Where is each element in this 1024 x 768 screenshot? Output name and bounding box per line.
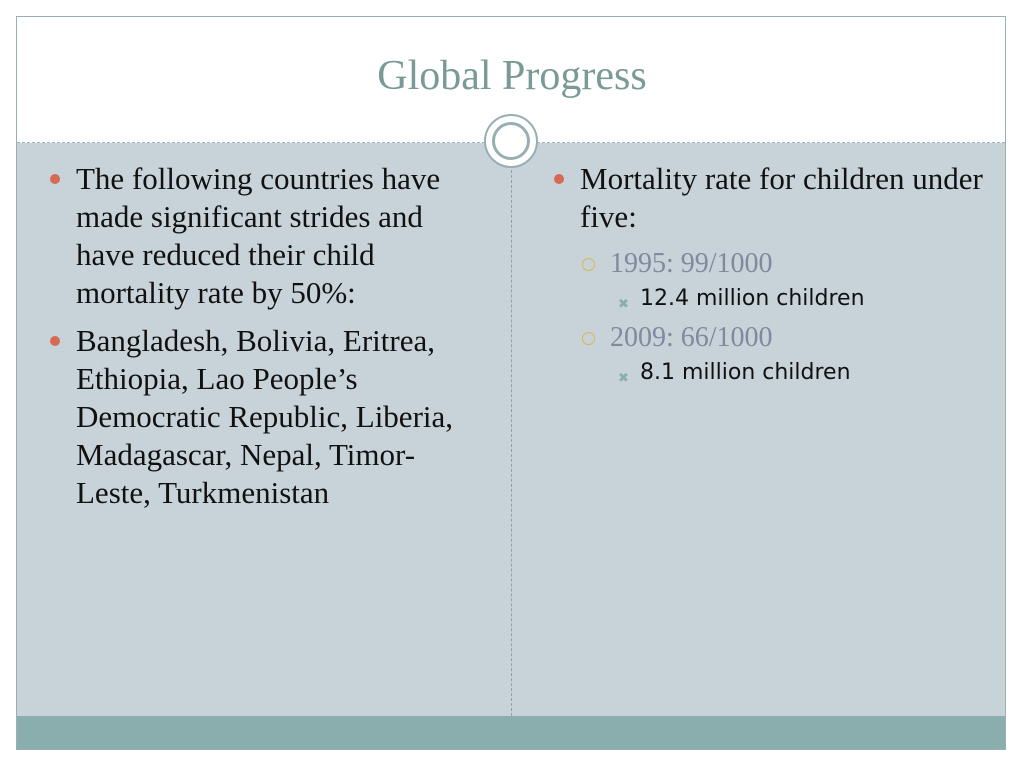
sub-bullet-item: 1995: 99/1000 — [552, 246, 992, 282]
bullet-item: Bangladesh, Bolivia, Eritrea, Ethiopia, … — [48, 322, 488, 512]
hollow-circle-bullet-icon — [582, 258, 595, 271]
bullet-item: The following countries have made signif… — [48, 160, 488, 312]
bullet-text: Mortality rate for children under five: — [580, 161, 983, 234]
right-column: Mortality rate for children under five: … — [552, 160, 992, 388]
sub-bullet-item: 2009: 66/1000 — [552, 320, 992, 356]
detail-item: ✖ 12.4 million children — [552, 284, 992, 314]
detail-text: 8.1 million children — [640, 360, 851, 385]
column-divider — [511, 170, 512, 716]
sub-bullet-text: 2009: 66/1000 — [610, 322, 773, 353]
double-ring-ornament-icon — [484, 114, 538, 168]
sub-bullet-text: 1995: 99/1000 — [610, 248, 773, 279]
detail-text: 12.4 million children — [640, 286, 865, 311]
detail-item: ✖ 8.1 million children — [552, 358, 992, 388]
slide-title: Global Progress — [377, 53, 647, 99]
bullet-item: Mortality rate for children under five: — [552, 160, 992, 236]
x-mark-bullet-icon: ✖ — [618, 371, 629, 386]
bullet-text: Bangladesh, Bolivia, Eritrea, Ethiopia, … — [76, 323, 454, 510]
filled-circle-bullet-icon — [554, 174, 564, 184]
bullet-text: The following countries have made signif… — [76, 161, 441, 310]
x-mark-bullet-icon: ✖ — [618, 297, 629, 312]
filled-circle-bullet-icon — [50, 336, 60, 346]
filled-circle-bullet-icon — [50, 174, 60, 184]
footer-bar — [17, 716, 1005, 749]
hollow-circle-bullet-icon — [582, 332, 595, 345]
left-column: The following countries have made signif… — [48, 160, 488, 522]
